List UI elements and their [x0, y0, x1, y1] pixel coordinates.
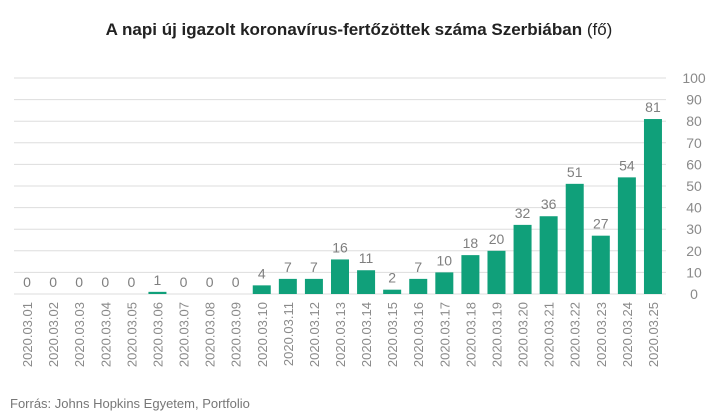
bar — [409, 278, 428, 294]
x-tick-label: 2020.03.22 — [568, 302, 583, 367]
data-label: 32 — [515, 205, 531, 221]
data-label: 0 — [206, 274, 214, 290]
bar — [252, 285, 271, 294]
y-tick-label: 90 — [686, 92, 702, 108]
x-tick-label: 2020.03.23 — [594, 302, 609, 367]
bar — [591, 235, 610, 294]
data-label: 0 — [49, 274, 57, 290]
x-tick-label: 2020.03.16 — [411, 302, 426, 367]
x-tick-label: 2020.03.17 — [437, 302, 452, 367]
x-tick-label: 2020.03.04 — [98, 302, 113, 367]
data-label: 7 — [310, 259, 318, 275]
bar — [539, 216, 558, 294]
chart-title-unit: (fő) — [586, 20, 613, 39]
y-tick-label: 70 — [686, 135, 702, 151]
y-tick-label: 0 — [690, 286, 698, 302]
data-label: 20 — [489, 231, 505, 247]
data-label: 18 — [463, 235, 479, 251]
bar — [487, 250, 506, 294]
data-label: 1 — [154, 272, 162, 288]
chart-title: A napi új igazolt koronavírus-fertőzötte… — [0, 20, 718, 40]
x-tick-label: 2020.03.05 — [124, 302, 139, 367]
data-label: 0 — [180, 274, 188, 290]
x-tick-label: 2020.03.14 — [359, 302, 374, 367]
bar — [278, 278, 297, 294]
bar — [461, 255, 480, 294]
data-label: 10 — [437, 252, 453, 268]
x-tick-label: 2020.03.06 — [150, 302, 165, 367]
bar — [304, 278, 323, 294]
data-label: 0 — [127, 274, 135, 290]
bar — [513, 224, 532, 294]
y-tick-label: 30 — [686, 221, 702, 237]
data-label: 2 — [388, 270, 396, 286]
bar — [148, 291, 167, 294]
y-tick-label: 10 — [686, 264, 702, 280]
y-tick-label: 80 — [686, 113, 702, 129]
y-tick-label: 100 — [682, 70, 706, 86]
data-label: 0 — [23, 274, 31, 290]
x-tick-label: 2020.03.02 — [46, 302, 61, 367]
x-tick-label: 2020.03.08 — [203, 302, 218, 367]
bar — [643, 119, 662, 294]
data-label: 81 — [645, 99, 661, 115]
data-label: 54 — [619, 157, 635, 173]
data-label: 51 — [567, 164, 583, 180]
data-label: 0 — [101, 274, 109, 290]
bar — [617, 177, 636, 294]
source-note: Forrás: Johns Hopkins Egyetem, Portfolio — [10, 396, 250, 411]
data-label: 4 — [258, 265, 266, 281]
x-tick-label: 2020.03.11 — [281, 302, 296, 366]
data-label: 36 — [541, 196, 557, 212]
bar — [383, 289, 402, 294]
x-tick-label: 2020.03.24 — [620, 302, 635, 367]
x-tick-label: 2020.03.03 — [72, 302, 87, 367]
bar — [435, 272, 454, 294]
x-tick-label: 2020.03.13 — [333, 302, 348, 367]
data-label: 11 — [359, 250, 374, 266]
data-label: 27 — [593, 216, 609, 232]
data-label: 16 — [332, 239, 348, 255]
data-label: 0 — [75, 274, 83, 290]
x-tick-label: 2020.03.01 — [20, 302, 35, 367]
x-tick-label: 2020.03.10 — [255, 302, 270, 367]
x-tick-label: 2020.03.07 — [177, 302, 192, 367]
x-tick-label: 2020.03.18 — [463, 302, 478, 367]
y-tick-label: 40 — [686, 200, 702, 216]
x-tick-label: 2020.03.12 — [307, 302, 322, 367]
data-label: 7 — [414, 259, 422, 275]
x-tick-label: 2020.03.25 — [646, 302, 661, 367]
bar — [357, 270, 376, 294]
x-tick-label: 2020.03.09 — [229, 302, 244, 367]
y-tick-label: 50 — [686, 178, 702, 194]
y-tick-label: 60 — [686, 156, 702, 172]
bar — [565, 183, 584, 294]
data-label: 7 — [284, 259, 292, 275]
y-tick-label: 20 — [686, 243, 702, 259]
x-tick-label: 2020.03.21 — [542, 302, 557, 367]
x-tick-label: 2020.03.15 — [385, 302, 400, 367]
chart-title-main: A napi új igazolt koronavírus-fertőzötte… — [105, 20, 583, 39]
x-tick-label: 2020.03.19 — [489, 302, 504, 367]
data-label: 0 — [232, 274, 240, 290]
bar — [331, 259, 349, 294]
x-tick-label: 2020.03.20 — [516, 302, 531, 367]
